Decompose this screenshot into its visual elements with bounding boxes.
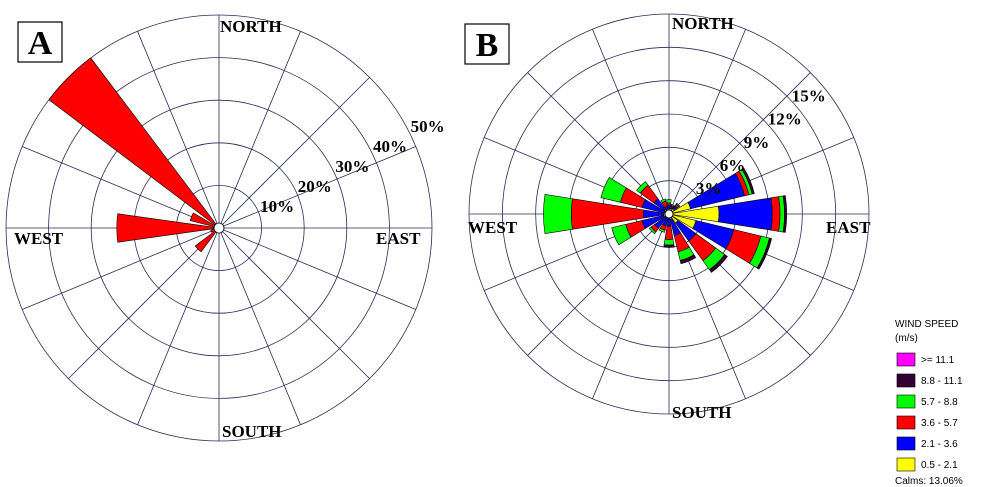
rose-bar-segment — [611, 224, 632, 246]
legend-item-label: 3.6 - 5.7 — [921, 418, 958, 429]
legend-item-label: 0.5 - 2.1 — [921, 460, 958, 471]
ring-value-label: 20% — [298, 177, 332, 196]
ring-value-label: 9% — [744, 133, 770, 152]
rose-a-south-label: SOUTH — [222, 422, 282, 441]
ring-value-label: 30% — [335, 157, 369, 176]
rose-ring — [5, 14, 433, 442]
rose-bar-segment — [543, 194, 573, 234]
panel-b-label-box — [464, 23, 510, 65]
legend-swatch — [896, 352, 916, 367]
rose-ring — [501, 46, 837, 382]
rose-b-south-label: SOUTH — [672, 403, 732, 422]
rose-bar-segment — [636, 181, 649, 194]
wind-rose-a: 10%20%30%40%50% NORTH EAST SOUTH WEST A — [5, 14, 445, 442]
legend-item-label: 5.7 - 8.8 — [921, 397, 958, 408]
rose-bar-segment — [194, 230, 217, 253]
legend-swatch — [896, 436, 916, 451]
ring-value-label: 10% — [260, 197, 294, 216]
rose-bar-segment — [48, 57, 217, 226]
legend-swatch — [896, 415, 916, 430]
rose-b-north-label: NORTH — [672, 14, 734, 33]
rose-a-west-label: WEST — [14, 229, 64, 248]
rose-b-bars — [543, 167, 788, 273]
panel-a-label: A — [28, 25, 53, 62]
rose-ring — [48, 57, 390, 399]
rose-spoke — [137, 31, 220, 229]
rose-bar-segment — [658, 227, 666, 233]
rose-bar-segment — [667, 204, 671, 209]
rose-b-ring-labels: 3% 6% 9% 12% 15% — [696, 86, 826, 198]
legend-items: >= 11.1 8.8 - 11.1 5.7 - 8.8 3.6 - 5.7 2.1 -… — [896, 352, 963, 472]
rose-spoke — [22, 146, 220, 229]
legend-calms: Calms: 13.06% — [895, 476, 963, 487]
rose-spoke — [218, 227, 416, 310]
rose-spoke — [218, 146, 416, 229]
rose-spoke — [218, 31, 301, 229]
panel-b-label: B — [476, 27, 499, 64]
legend-item-label: >= 11.1 — [921, 355, 955, 366]
rose-bar-segment — [648, 226, 657, 235]
ring-value-label: 3% — [696, 179, 722, 198]
legend-units: (m/s) — [895, 333, 918, 344]
ring-value-label: 40% — [373, 137, 407, 156]
rose-center — [664, 209, 674, 219]
rose-spoke — [218, 227, 370, 379]
rose-bar-segment — [663, 244, 675, 248]
rose-bar-segment — [679, 254, 697, 265]
rose-center — [213, 222, 225, 234]
rose-bar-segment — [600, 177, 627, 203]
rose-bar-segment — [756, 237, 773, 270]
rose-spoke — [218, 227, 301, 425]
rose-a-north-label: NORTH — [220, 17, 282, 36]
rose-a-east-label: EAST — [376, 229, 421, 248]
legend-item-label: 8.8 - 11.1 — [921, 376, 963, 387]
rose-bar-segment — [664, 225, 674, 240]
ring-value-label: 15% — [792, 86, 826, 105]
rose-spoke — [137, 227, 220, 425]
rose-b-east-label: EAST — [826, 218, 871, 237]
rose-ring — [468, 13, 870, 415]
legend-title: WIND SPEED — [895, 319, 958, 330]
rose-bar-segment — [741, 167, 755, 195]
rose-a-ring-labels: 10%20%30%40%50% — [260, 117, 445, 216]
legend-swatch — [896, 457, 916, 472]
rose-spoke — [68, 227, 220, 379]
rose-ring — [90, 99, 348, 357]
rose-ring — [535, 80, 803, 348]
rose-spoke — [22, 227, 220, 310]
ring-value-label: 6% — [720, 156, 746, 175]
rose-spoke — [218, 77, 370, 229]
rose-bar-segment — [782, 195, 788, 233]
wind-speed-legend: WIND SPEED (m/s) >= 11.1 8.8 - 11.1 5.7 - … — [895, 319, 963, 487]
rose-bar-segment — [660, 198, 667, 204]
rose-bar-segment — [709, 254, 728, 273]
rose-b-west-label: WEST — [468, 218, 518, 237]
rose-bar-segment — [663, 238, 675, 246]
rose-bar-segment — [718, 197, 773, 231]
rose-bar-segment — [670, 203, 675, 207]
legend-item-label: 2.1 - 3.6 — [921, 439, 958, 450]
panel-a-label-box — [17, 21, 63, 63]
rose-bar-segment — [770, 196, 781, 232]
ring-value-label: 50% — [411, 117, 445, 136]
wind-rose-b: 3% 6% 9% 12% 15% NORTH EAST SOUTH WEST B — [464, 13, 871, 422]
rose-bar-segment — [675, 202, 681, 208]
ring-value-label: 12% — [768, 110, 802, 129]
rose-bar-segment — [666, 199, 672, 204]
legend-swatch — [896, 373, 916, 388]
legend-swatch — [896, 394, 916, 409]
rose-a-bars — [48, 57, 225, 253]
